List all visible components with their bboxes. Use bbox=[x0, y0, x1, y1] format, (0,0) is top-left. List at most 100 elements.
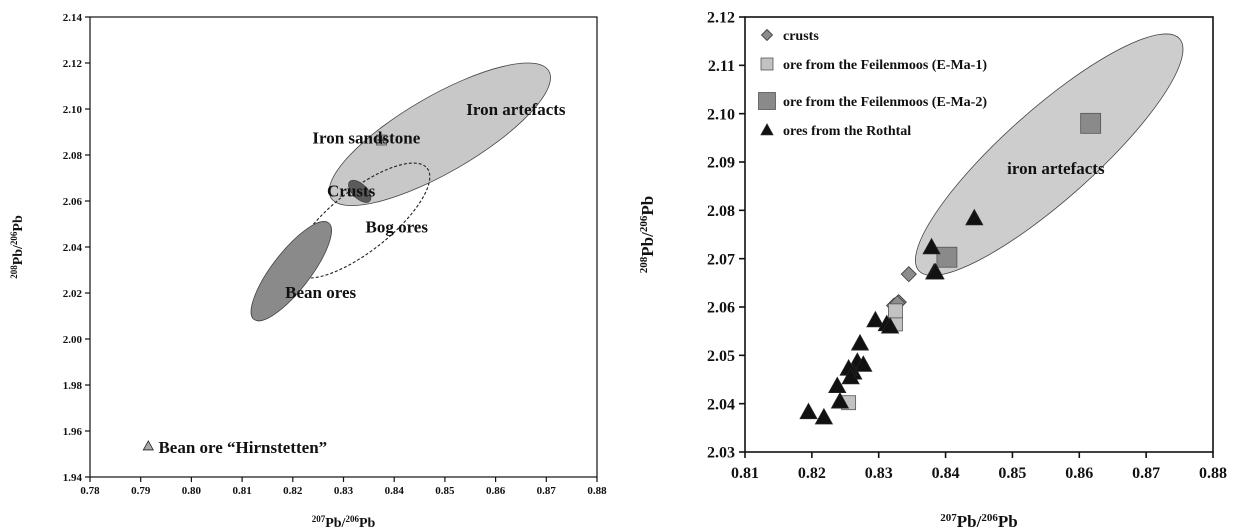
y-tick-label: 1.98 bbox=[63, 380, 83, 392]
x-axis-label: 207Pb/206Pb bbox=[312, 514, 376, 531]
y-tick-label: 2.02 bbox=[63, 288, 83, 300]
data-point bbox=[830, 391, 850, 409]
y-tick-label: 2.04 bbox=[63, 242, 83, 254]
y-tick-label: 2.11 bbox=[708, 58, 735, 75]
annotation-bog-ores: Bog ores bbox=[365, 217, 428, 236]
y-tick-label: 2.03 bbox=[707, 445, 735, 462]
data-point bbox=[922, 237, 941, 255]
x-tick-label: 0.80 bbox=[182, 485, 202, 497]
axis-label-part: Pb/ bbox=[638, 232, 657, 257]
x-tick-label: 0.79 bbox=[131, 485, 151, 497]
x-tick-label: 0.83 bbox=[334, 485, 354, 497]
axis-label-part: 208 bbox=[9, 265, 19, 279]
y-tick-label: 2.06 bbox=[707, 300, 735, 317]
legend: crusts ore from the Feilenmoos (E-Ma-1) or… bbox=[758, 28, 987, 139]
y-tick-label: 2.12 bbox=[63, 58, 83, 70]
x-tick-label: 0.87 bbox=[1132, 465, 1160, 482]
x-tick-label: 0.84 bbox=[932, 465, 960, 482]
x-axis-label: 207Pb/206Pb bbox=[940, 512, 1017, 531]
annotation-iron-artefacts: iron artefacts bbox=[1007, 159, 1105, 178]
data-point bbox=[880, 317, 900, 334]
series-ores-from-the-rothtal bbox=[799, 208, 984, 425]
axis-label-part: Pb/ bbox=[957, 512, 982, 531]
field-iron-artefacts bbox=[328, 62, 551, 206]
data-point bbox=[888, 303, 903, 319]
fields bbox=[250, 62, 551, 322]
axis-label-part: 207 bbox=[940, 512, 957, 524]
point-bean-ore-hirnstetten bbox=[142, 440, 154, 451]
data-point bbox=[799, 402, 818, 420]
y-tick-label: 2.09 bbox=[707, 155, 735, 172]
data-point bbox=[850, 333, 870, 351]
x-tick-label: 0.82 bbox=[798, 465, 826, 482]
data-point bbox=[965, 208, 984, 226]
annotation-iron-sandstone: Iron sandstone bbox=[312, 129, 420, 148]
legend-label-ore-from-the-feilenmoos-e-ma-2: ore from the Feilenmoos (E-Ma-2) bbox=[783, 95, 987, 110]
x-tick-label: 0.81 bbox=[731, 465, 759, 482]
x-tick-label: 0.88 bbox=[1199, 465, 1227, 482]
field-iron-artefacts bbox=[915, 33, 1184, 276]
axis-label-part: 208 bbox=[638, 256, 650, 273]
axis-label-part: 206 bbox=[9, 231, 19, 245]
data-point bbox=[841, 367, 860, 385]
y-tick-label: 2.10 bbox=[707, 106, 735, 123]
series-ore-from-the-feilenmoos-e-ma-1 bbox=[841, 303, 903, 411]
x-tick-label: 0.88 bbox=[587, 485, 607, 497]
y-tick-label: 1.94 bbox=[63, 472, 83, 484]
axis-label-part: 206 bbox=[345, 514, 359, 524]
axis-label-part: Pb bbox=[638, 196, 657, 216]
y-tick-label: 2.08 bbox=[707, 203, 735, 220]
fields bbox=[915, 33, 1184, 276]
y-tick-label: 2.00 bbox=[63, 334, 83, 346]
x-tick-label: 0.84 bbox=[385, 485, 405, 497]
left-chart: 0.78 0.79 0.80 0.81 0.82 0.83 0.84 0.85 0.86 0.87… bbox=[9, 12, 607, 531]
y-tick-label: 2.07 bbox=[707, 251, 735, 268]
y-tick-label: 2.12 bbox=[707, 10, 735, 27]
annotation-crusts: Crusts bbox=[327, 182, 376, 201]
data-point bbox=[1080, 112, 1102, 134]
legend-marker-ore-from-the-feilenmoos-e-ma-2 bbox=[758, 92, 776, 110]
x-tick-label: 0.85 bbox=[435, 485, 455, 497]
legend-marker-ores-from-the-rothtal bbox=[760, 123, 774, 136]
y-axis-label: 208Pb/206Pb bbox=[9, 215, 26, 279]
y-tick-label: 1.96 bbox=[63, 426, 83, 438]
x-tick-label: 0.85 bbox=[998, 465, 1026, 482]
legend-label-ores-from-the-rothtal: ores from the Rothtal bbox=[783, 124, 911, 139]
y-tick-label: 2.08 bbox=[63, 150, 83, 162]
data-point bbox=[828, 376, 847, 393]
x-tick-label: 0.83 bbox=[865, 465, 893, 482]
plot-frame bbox=[744, 16, 1214, 453]
data-point bbox=[900, 265, 917, 283]
data-point bbox=[854, 355, 873, 372]
x-tick-label: 0.87 bbox=[537, 485, 557, 497]
x-tick-label: 0.86 bbox=[1065, 465, 1093, 482]
field-crusts bbox=[348, 179, 372, 203]
axis-label-part: Pb/ bbox=[325, 516, 346, 531]
data-point bbox=[936, 246, 958, 268]
axis-label-part: 206 bbox=[638, 215, 650, 232]
axis-label-part: Pb bbox=[11, 215, 26, 232]
y-tick-label: 2.10 bbox=[63, 104, 83, 116]
field-bog-ores bbox=[292, 162, 431, 279]
legend-label-ore-from-the-feilenmoos-e-ma-1: ore from the Feilenmoos (E-Ma-1) bbox=[783, 58, 987, 73]
y-axis-label: 208Pb/206Pb bbox=[638, 196, 657, 273]
data-point bbox=[814, 407, 834, 425]
data-point bbox=[866, 310, 885, 328]
data-point bbox=[926, 262, 945, 280]
x-tick-label: 0.78 bbox=[80, 485, 100, 497]
axis-label-part: Pb bbox=[359, 516, 376, 531]
y-tick-label: 2.14 bbox=[63, 12, 83, 24]
y-tick-label: 2.05 bbox=[707, 348, 735, 365]
axis-label-part: 207 bbox=[312, 514, 326, 524]
legend-marker-ore-from-the-feilenmoos-e-ma-1 bbox=[760, 57, 774, 71]
right-chart: 0.81 0.82 0.83 0.84 0.85 0.86 0.87 0.88 2.03 2.04… bbox=[638, 10, 1227, 531]
legend-marker-crusts bbox=[760, 28, 774, 42]
axis-label-part: Pb bbox=[998, 512, 1018, 531]
annotation-bean-ore-hirnstetten: Bean ore “Hirnstetten” bbox=[158, 438, 327, 457]
series-ore-from-the-feilenmoos-e-ma-2 bbox=[936, 112, 1102, 268]
legend-label-crusts: crusts bbox=[783, 29, 819, 44]
annotation-bean-ores: Bean ores bbox=[285, 283, 356, 302]
x-tick-label: 0.82 bbox=[283, 485, 303, 497]
x-tick-label: 0.86 bbox=[486, 485, 506, 497]
